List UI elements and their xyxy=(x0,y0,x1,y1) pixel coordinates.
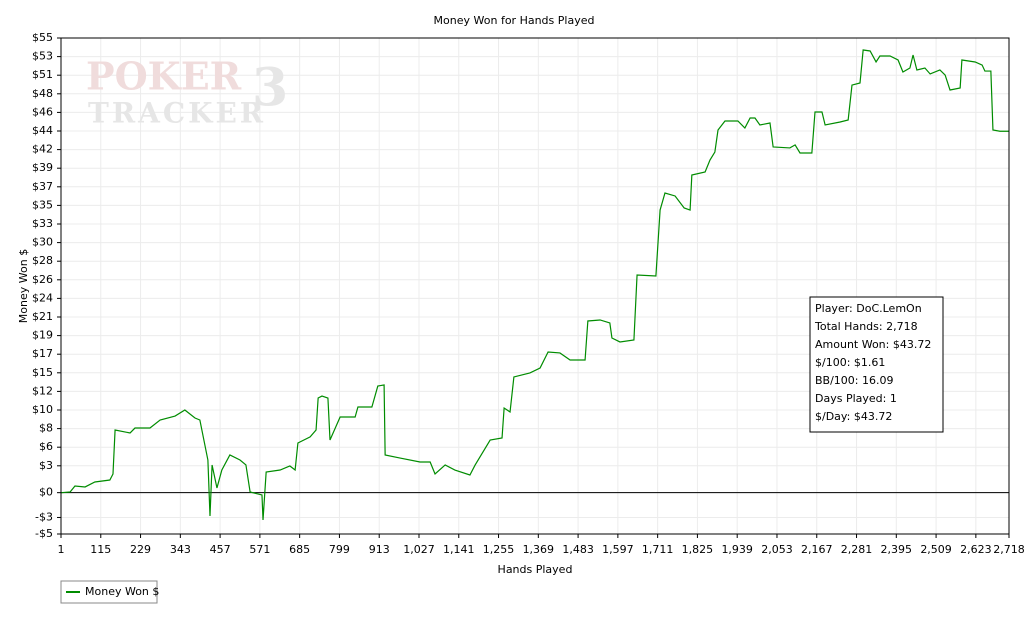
watermark-top: POKER xyxy=(86,54,242,99)
y-tick-label: $26 xyxy=(32,273,53,286)
y-tick-label: -$5 xyxy=(35,527,53,540)
y-tick-label: $17 xyxy=(32,347,53,360)
info-box-line: Days Played: 1 xyxy=(815,392,897,405)
y-tick-label: $15 xyxy=(32,366,53,379)
x-tick-label: 2,167 xyxy=(801,543,833,556)
watermark-bottom: TRACKER xyxy=(88,97,266,130)
x-tick-label: 1,711 xyxy=(642,543,674,556)
legend: Money Won $ xyxy=(60,580,159,604)
chart-title: Money Won for Hands Played xyxy=(434,14,595,27)
x-tick-label: 685 xyxy=(289,543,310,556)
y-tick-label: $12 xyxy=(32,384,53,397)
y-tick-label: $44 xyxy=(32,124,53,137)
y-tick-label: $6 xyxy=(39,440,53,453)
plot-background xyxy=(61,38,1009,534)
y-tick-label: -$3 xyxy=(35,510,53,523)
y-tick-label: $33 xyxy=(32,217,53,230)
info-box-line: Player: DoC.LemOn xyxy=(815,302,922,315)
y-tick-label: $28 xyxy=(32,254,53,267)
data-line xyxy=(60,49,1009,520)
x-tick-label: 115 xyxy=(90,543,111,556)
x-tick-label: 2,053 xyxy=(761,543,793,556)
x-tick-label: 1,141 xyxy=(443,543,475,556)
y-tick-label: $46 xyxy=(32,105,53,118)
x-tick-label: 1,825 xyxy=(682,543,714,556)
y-tick-label: $8 xyxy=(39,422,53,435)
info-box-line: $/Day: $43.72 xyxy=(815,410,892,423)
y-tick-label: $48 xyxy=(32,87,53,100)
info-box-line: Amount Won: $43.72 xyxy=(815,338,931,351)
y-tick-label: $24 xyxy=(32,291,53,304)
x-tick-label: 2,718 xyxy=(993,543,1025,556)
y-tick-label: $35 xyxy=(32,198,53,211)
x-tick-label: 229 xyxy=(130,543,151,556)
x-tick-label: 2,395 xyxy=(881,543,913,556)
x-axis-label: Hands Played xyxy=(498,563,573,576)
y-tick-label: $37 xyxy=(32,180,53,193)
legend-label: Money Won $ xyxy=(85,585,159,598)
y-tick-label: $21 xyxy=(32,310,53,323)
x-tick-label: 1 xyxy=(58,543,65,556)
y-tick-label: $39 xyxy=(32,161,53,174)
plot-border xyxy=(60,37,1010,535)
info-box: Player: DoC.LemOn Total Hands: 2,718 Amoun… xyxy=(809,296,944,433)
x-tick-label: 1,027 xyxy=(403,543,435,556)
x-tick-label: 1,483 xyxy=(562,543,594,556)
y-tick-label: $0 xyxy=(39,486,53,499)
y-tick-label: $53 xyxy=(32,50,53,63)
legend-frame xyxy=(60,580,158,604)
y-tick-label: $55 xyxy=(32,31,53,44)
y-axis-label: Money Won $ xyxy=(17,249,30,323)
info-box-line: BB/100: 16.09 xyxy=(815,374,894,387)
x-tick-label: 1,597 xyxy=(602,543,634,556)
y-tick-label: $3 xyxy=(39,459,53,472)
x-tick-label: 343 xyxy=(170,543,191,556)
x-tick-label: 2,281 xyxy=(841,543,873,556)
x-tick-label: 2,623 xyxy=(960,543,992,556)
x-tick-label: 1,939 xyxy=(721,543,753,556)
x-tick-label: 2,509 xyxy=(920,543,952,556)
y-tick-label: $19 xyxy=(32,329,53,342)
info-box-frame xyxy=(809,296,944,433)
watermark-mark: 3 xyxy=(252,58,288,119)
x-tick-label: 1,255 xyxy=(483,543,515,556)
x-tick-label: 457 xyxy=(210,543,231,556)
y-tick-label: $30 xyxy=(32,236,53,249)
x-tick-label: 913 xyxy=(369,543,390,556)
x-tick-label: 799 xyxy=(329,543,350,556)
x-tick-label: 571 xyxy=(249,543,270,556)
y-tick-label: $51 xyxy=(32,68,53,81)
info-box-line: $/100: $1.61 xyxy=(815,356,885,369)
x-tick-label: 1,369 xyxy=(523,543,555,556)
info-box-line: Total Hands: 2,718 xyxy=(814,320,918,333)
y-tick-label: $42 xyxy=(32,143,53,156)
y-tick-label: $10 xyxy=(32,403,53,416)
